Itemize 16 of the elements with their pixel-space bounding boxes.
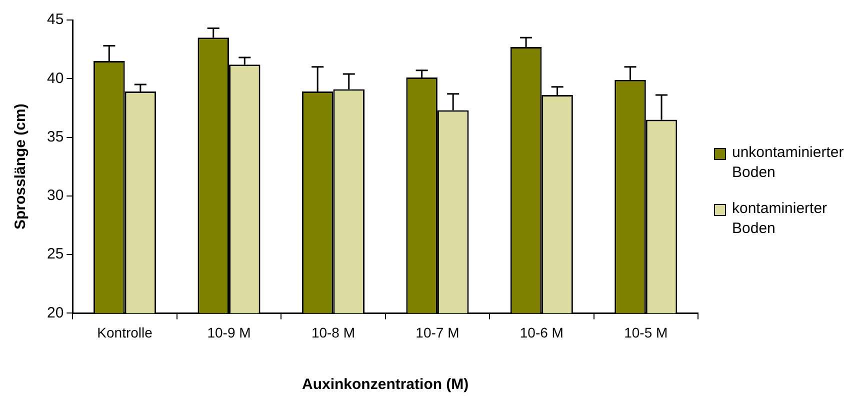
- x-tick-label: Kontrolle: [97, 324, 153, 340]
- x-tick-label: 10-9 M: [207, 324, 251, 340]
- y-tick-label: 25: [46, 246, 64, 263]
- x-axis-title: Auxinkonzentration (M): [302, 376, 469, 394]
- x-tick-label: 10-5 M: [624, 324, 668, 340]
- y-tick-label: 35: [46, 128, 64, 146]
- y-tick-label: 45: [46, 11, 64, 28]
- legend-label: kontaminierter Boden: [732, 199, 828, 239]
- x-tick-label: 10-7 M: [416, 324, 460, 340]
- legend-label: unkontaminierter Boden: [732, 143, 845, 183]
- y-axis-title: Sprosslänge (cm): [12, 104, 30, 230]
- y-tick-label: 40: [46, 70, 64, 87]
- y-tick-label: 30: [46, 187, 64, 204]
- x-tick-label: 10-8 M: [311, 324, 356, 340]
- x-tick-label: 10-6 M: [520, 324, 564, 340]
- y-tick-label: 20: [46, 304, 64, 322]
